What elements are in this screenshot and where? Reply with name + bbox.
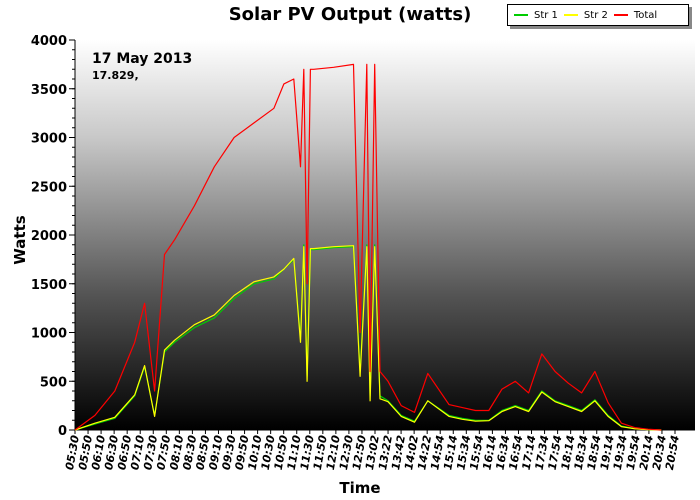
y-tick-label: 0 — [58, 424, 67, 439]
x-tick-label: 10:10 — [246, 434, 265, 471]
y-tick-label: 2500 — [31, 180, 67, 195]
x-tick-label: 10:30 — [259, 434, 278, 471]
x-tick-label: 12:50 — [350, 434, 369, 471]
x-axis-label: Time — [339, 479, 380, 497]
y-axis-label: Watts — [11, 215, 29, 264]
x-tick-label: 16:14 — [480, 434, 499, 471]
legend-swatch-total — [613, 14, 628, 16]
x-tick-label: 10:50 — [272, 434, 291, 471]
x-tick-label: 09:10 — [207, 434, 226, 471]
x-tick-label: 08:30 — [180, 434, 199, 471]
x-tick-label: 07:50 — [154, 434, 173, 471]
x-tick-label: 16:34 — [494, 434, 513, 471]
legend-item-total: Total — [613, 9, 658, 21]
x-axis: 05:3005:5006:1006:3006:5007:1007:3007:50… — [63, 429, 695, 471]
x-tick-label: 20:14 — [637, 434, 656, 471]
y-tick-label: 3000 — [31, 132, 67, 147]
x-tick-label: 19:34 — [611, 434, 630, 471]
x-tick-label: 09:30 — [220, 434, 239, 471]
x-tick-label: 17:14 — [520, 434, 539, 471]
x-tick-label: 07:10 — [128, 434, 147, 471]
x-tick-label: 05:30 — [63, 434, 82, 471]
x-tick-label: 18:14 — [559, 434, 578, 471]
x-tick-label: 13:42 — [389, 434, 408, 471]
annotation-date: 17 May 2013 — [92, 51, 192, 67]
x-tick-label: 15:14 — [441, 434, 460, 471]
x-tick-label: 13:02 — [363, 434, 382, 471]
legend-item-str2: Str 2 — [563, 9, 608, 21]
x-tick-label: 05:50 — [76, 434, 95, 471]
x-tick-label: 06:10 — [89, 434, 108, 471]
x-tick-label: 09:50 — [233, 434, 252, 471]
annotation-value: 17.829, — [92, 69, 139, 82]
x-tick-label: 11:10 — [285, 434, 304, 471]
series-line-total — [74, 63, 662, 431]
x-tick-label: 08:50 — [194, 434, 213, 471]
x-tick-label: 11:50 — [311, 434, 330, 471]
x-tick-label: 17:54 — [546, 434, 565, 471]
x-tick-label: 19:14 — [598, 434, 617, 471]
chart-title: Solar PV Output (watts) — [229, 4, 472, 25]
x-tick-label: 17:34 — [533, 434, 552, 471]
legend-swatch-str1 — [514, 14, 528, 16]
plot-area — [75, 40, 695, 430]
x-tick-label: 14:54 — [428, 434, 447, 471]
x-tick-label: 06:30 — [102, 434, 121, 471]
x-tick-label: 12:10 — [324, 434, 343, 471]
x-tick-label: 20:34 — [650, 434, 669, 471]
x-tick-label: 13:22 — [376, 434, 395, 471]
x-tick-label: 20:54 — [663, 434, 682, 471]
x-tick-label: 12:30 — [337, 434, 356, 471]
y-tick-label: 1000 — [31, 327, 67, 342]
x-tick-label: 14:22 — [415, 434, 434, 471]
legend-label-str2: Str 2 — [583, 9, 608, 21]
legend: Str 1 Str 2 Total — [507, 4, 689, 26]
x-tick-label: 15:54 — [467, 434, 486, 471]
x-tick-label: 07:30 — [141, 434, 160, 471]
x-tick-label: 18:34 — [572, 434, 591, 471]
legend-label-str1: Str 1 — [534, 9, 558, 21]
x-tick-label: 06:50 — [115, 434, 134, 471]
x-tick-label: 15:34 — [454, 434, 473, 471]
legend-label-total: Total — [633, 9, 658, 21]
x-tick-label: 18:54 — [585, 434, 604, 471]
legend-item-str1: Str 1 — [514, 10, 558, 21]
x-tick-label: 11:30 — [298, 434, 317, 471]
legend-swatch-str2 — [563, 14, 578, 16]
y-tick-label: 1500 — [31, 278, 67, 293]
x-tick-label: 14:02 — [402, 434, 421, 471]
y-tick-label: 3500 — [31, 83, 67, 98]
y-tick-label: 4000 — [31, 34, 67, 49]
x-tick-label: 16:54 — [507, 434, 526, 471]
y-axis: 0 500 1000 1500 2000 2500 3000 3500 4000 — [31, 34, 76, 439]
y-tick-label: 2000 — [31, 229, 67, 244]
series-line-str-2 — [74, 245, 662, 431]
y-tick-label: 500 — [40, 375, 67, 390]
series-layer — [74, 63, 662, 431]
x-tick-label: 19:54 — [624, 434, 643, 471]
x-tick-label: 08:10 — [167, 434, 186, 471]
